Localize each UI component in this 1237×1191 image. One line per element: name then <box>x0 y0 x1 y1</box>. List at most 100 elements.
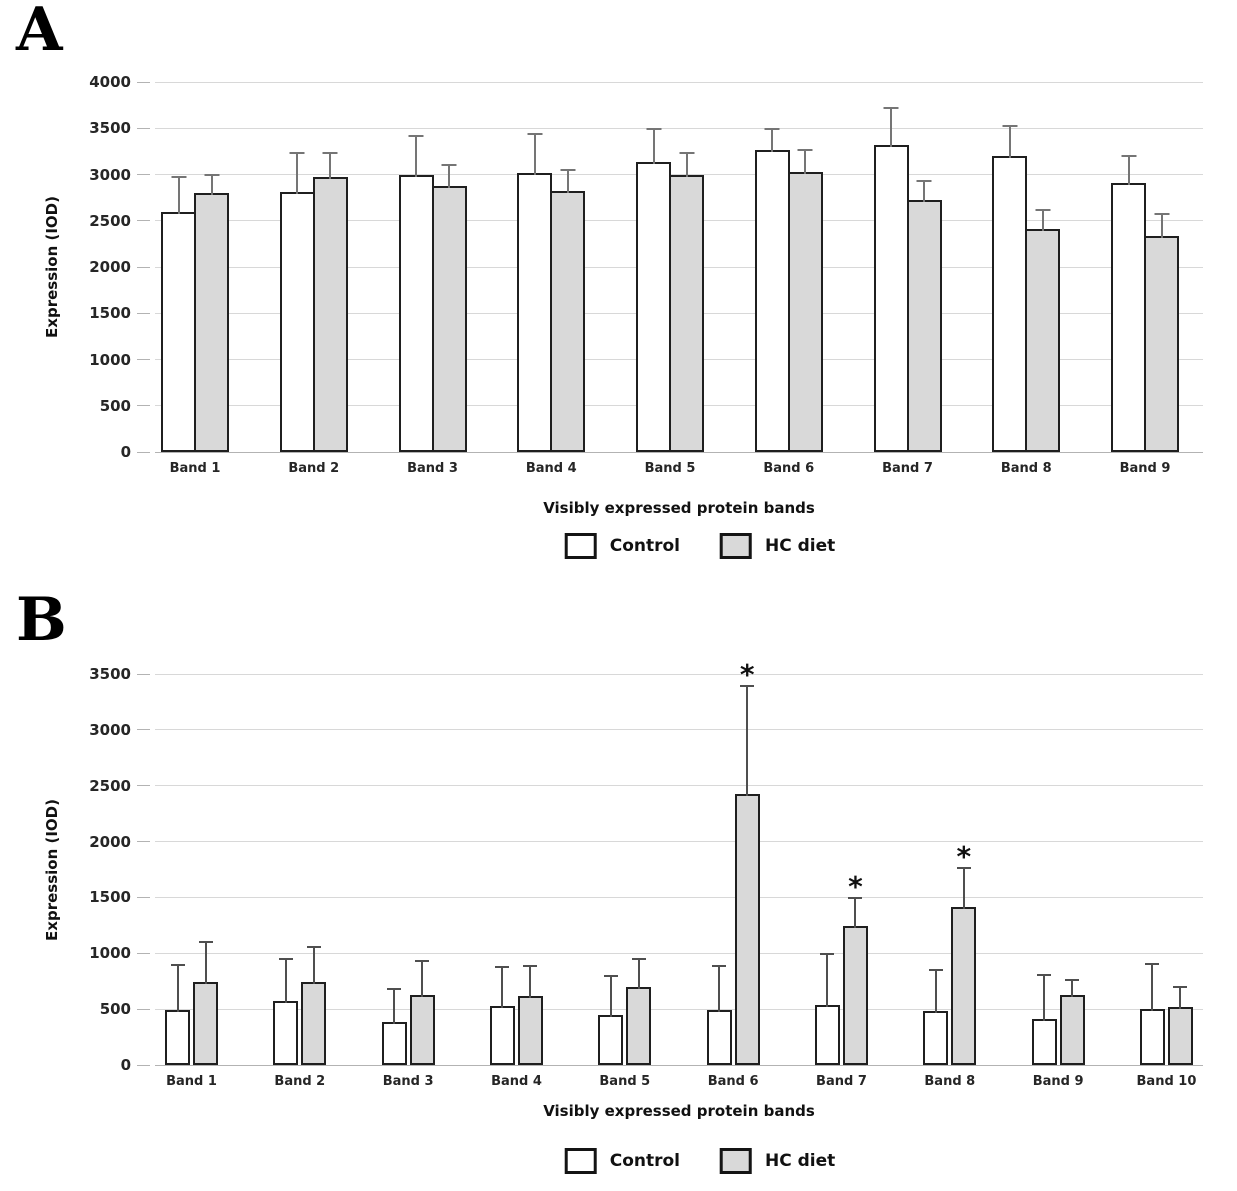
error-bar-cap <box>928 968 943 971</box>
error-bar <box>1173 986 1188 1009</box>
error-bar-cap <box>527 133 543 136</box>
x-axis-category-label: Band 3 <box>382 1074 434 1089</box>
y-axis-tick <box>137 952 150 954</box>
panel-a-legend: Control HC diet <box>564 533 835 559</box>
bar-hc-diet-band-1 <box>194 173 229 452</box>
band-group: Band 10 <box>1137 674 1196 1089</box>
error-bar <box>848 897 863 929</box>
bar-hc-diet-band-10 <box>1167 986 1193 1065</box>
x-axis-category-label: Band 8 <box>1000 461 1052 476</box>
gridline <box>155 841 1203 843</box>
bar-hc-diet-band-6 <box>787 148 823 452</box>
y-axis-tick <box>137 1064 150 1066</box>
x-axis-category-label: Band 4 <box>525 461 577 476</box>
bar-hc-diet-band-4 <box>550 169 586 452</box>
error-bar <box>712 965 727 1013</box>
x-axis-category-label: Band 4 <box>491 1074 542 1089</box>
bar-control-band-8 <box>992 124 1028 452</box>
error-bar-cap <box>764 128 780 131</box>
control-swatch <box>564 533 597 559</box>
hc-diet-swatch <box>720 533 752 559</box>
band-group: Band 1 <box>161 82 229 476</box>
gridline <box>155 785 1203 787</box>
y-axis-tick <box>137 312 150 314</box>
error-bar-cap <box>916 180 932 183</box>
bar-control-band-7 <box>814 952 840 1065</box>
panel-b-letter: B <box>16 585 67 655</box>
band-group: Band 5 <box>636 82 704 476</box>
x-axis-category-label: Band 10 <box>1136 1074 1197 1089</box>
x-axis-category-label: Band 2 <box>274 1074 326 1089</box>
error-bar <box>916 180 932 203</box>
error-bar <box>1065 978 1080 997</box>
error-bar <box>387 988 402 1024</box>
x-axis-category-label: Band 7 <box>816 1074 867 1089</box>
gridline <box>155 127 1203 129</box>
bar-groups: Band 1 Band 2 Band 3 Band 4 Band 5 * Band 6 * Ba… <box>155 660 1203 1089</box>
error-bar-cap <box>495 965 510 968</box>
bar-hc-diet-band-4 <box>517 965 543 1065</box>
error-bar <box>820 952 835 1007</box>
y-axis-tick-label: 4000 <box>89 73 131 91</box>
error-bar <box>278 958 293 1003</box>
gridline <box>155 673 1203 675</box>
y-axis-tick <box>137 673 150 675</box>
error-bar <box>631 958 646 990</box>
band-group: * Band 8 <box>923 674 977 1089</box>
y-axis-tick-label: 500 <box>99 1000 131 1019</box>
error-bar <box>415 960 430 998</box>
bar-control-band-4 <box>489 965 515 1065</box>
error-bar-cap <box>560 169 576 172</box>
legend-item-hc-diet: HC diet <box>720 533 835 559</box>
y-axis-tick <box>137 729 150 731</box>
error-bar-cap <box>679 151 694 154</box>
error-bar-cap <box>523 965 538 968</box>
y-axis-tick-label: 3500 <box>89 119 131 138</box>
band-group: Band 8 <box>992 82 1061 476</box>
error-bar-cap <box>204 173 219 176</box>
bar-hc-diet-band-9 <box>1059 978 1085 1065</box>
y-axis-tick <box>137 174 150 175</box>
panel-b-x-axis-title: Visibly expressed protein bands <box>543 1102 815 1120</box>
error-bar <box>1035 208 1051 232</box>
band-group: * Band 7 <box>814 674 868 1089</box>
error-bar <box>306 946 321 984</box>
error-bar <box>1037 974 1052 1022</box>
significance-asterisk: * <box>739 657 755 691</box>
error-bar-cap <box>1037 974 1052 977</box>
error-bar <box>527 133 543 175</box>
y-axis-tick <box>137 81 150 83</box>
gridline <box>155 81 1203 83</box>
band-group: Band 6 <box>754 82 823 476</box>
x-axis-category-label: Band 8 <box>924 1074 976 1089</box>
bar-control-band-5 <box>598 975 624 1065</box>
y-axis-tick-label: 1500 <box>89 304 131 323</box>
band-group: Band 3 <box>398 82 467 476</box>
legend-label-control: Control <box>609 536 680 556</box>
bar-hc-diet-band-3 <box>409 960 435 1065</box>
x-axis-category-label: Band 3 <box>407 461 458 476</box>
error-bar-cap <box>306 946 321 949</box>
y-axis-tick <box>137 785 150 787</box>
y-axis-tick <box>137 1008 150 1010</box>
legend-item-control: Control <box>564 1148 680 1174</box>
gridline <box>155 896 1203 898</box>
error-bar <box>883 107 899 147</box>
x-axis-category-label: Band 2 <box>288 461 340 476</box>
band-group: * Band 6 <box>706 660 760 1089</box>
legend-label-hc-diet: HC diet <box>765 1151 836 1171</box>
band-group: Band 3 <box>381 674 435 1089</box>
error-bar-cap <box>883 107 899 110</box>
x-axis-category-label: Band 6 <box>707 1074 759 1089</box>
x-axis-category-label: Band 1 <box>169 461 221 476</box>
bar-control-band-6 <box>754 128 790 452</box>
error-bar-cap <box>278 958 293 961</box>
band-group: Band 4 <box>489 674 543 1089</box>
error-bar-cap <box>820 952 835 955</box>
bar-hc-diet-band-8 <box>1025 208 1061 452</box>
error-bar-cap <box>171 175 186 178</box>
error-bar <box>679 151 694 178</box>
y-axis-tick <box>137 841 150 843</box>
y-axis-tick <box>137 127 150 129</box>
error-bar-cap <box>198 940 213 943</box>
